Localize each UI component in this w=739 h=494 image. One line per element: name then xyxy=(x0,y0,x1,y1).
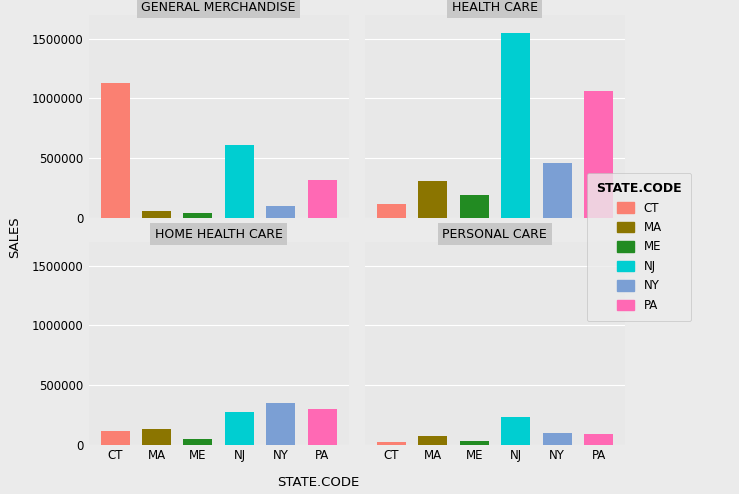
Bar xyxy=(377,204,406,217)
Bar xyxy=(101,431,129,445)
Text: SALES: SALES xyxy=(8,216,21,258)
Title: PERSONAL CARE: PERSONAL CARE xyxy=(443,228,548,241)
Bar xyxy=(460,441,488,445)
Bar xyxy=(267,403,296,445)
Bar xyxy=(142,211,171,217)
Bar xyxy=(377,442,406,445)
Title: HOME HEALTH CARE: HOME HEALTH CARE xyxy=(154,228,282,241)
Title: HEALTH CARE: HEALTH CARE xyxy=(452,0,538,14)
Legend: CT, MA, ME, NJ, NY, PA: CT, MA, ME, NJ, NY, PA xyxy=(587,172,692,322)
Bar xyxy=(308,410,337,445)
Bar xyxy=(142,428,171,445)
Bar xyxy=(225,412,254,445)
Bar xyxy=(542,163,571,217)
Bar xyxy=(584,434,613,445)
Bar xyxy=(418,181,447,217)
Bar xyxy=(460,196,488,217)
Bar xyxy=(101,83,129,217)
Bar xyxy=(183,213,213,217)
Bar xyxy=(183,439,213,445)
Bar xyxy=(308,180,337,217)
Bar xyxy=(418,436,447,445)
Bar xyxy=(542,433,571,445)
Title: GENERAL MERCHANDISE: GENERAL MERCHANDISE xyxy=(141,0,296,14)
Bar xyxy=(501,417,530,445)
Bar xyxy=(501,33,530,217)
Bar xyxy=(267,206,296,217)
Bar xyxy=(225,145,254,217)
Text: STATE.CODE: STATE.CODE xyxy=(276,476,359,489)
Bar xyxy=(584,91,613,217)
